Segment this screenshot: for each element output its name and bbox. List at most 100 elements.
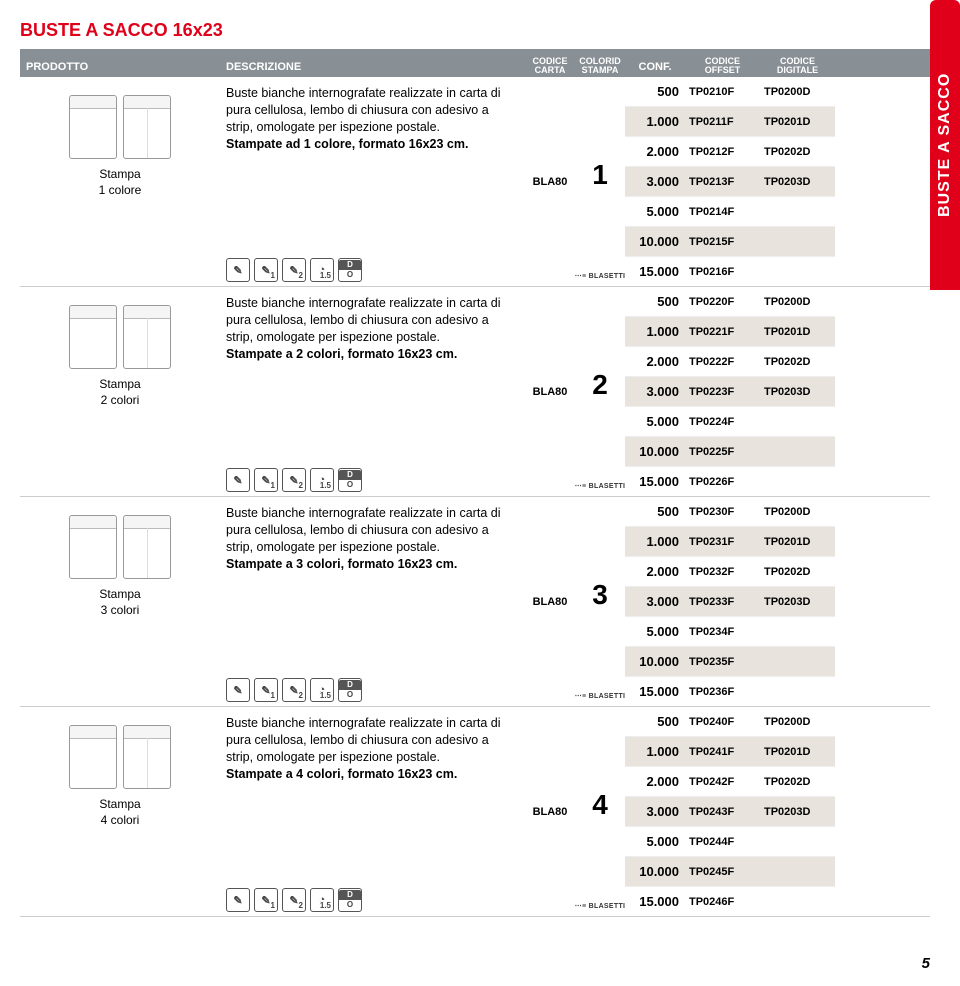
envelope-pair [69,95,171,159]
digitale-code: TP0201D [760,737,835,766]
globe-icon: ◔1.5 [310,678,334,702]
envelope-back-icon [123,515,171,579]
code-row: 1.000 TP0231F TP0201D [625,526,835,556]
stampa-cell: 4 ⋯≡ BLASETTI [575,707,625,916]
digitale-code [760,197,835,226]
offset-code: TP0234F [685,617,760,646]
globe-icon: ◔1.5 [310,888,334,912]
conf-value: 15.000 [625,677,685,706]
conf-value: 15.000 [625,257,685,286]
conf-value: 10.000 [625,857,685,886]
code-row: 3.000 TP0233F TP0203D [625,586,835,616]
side-tab: BUSTE A SACCO [930,0,960,290]
page-title: BUSTE A SACCO 16x23 [20,20,930,41]
offset-code: TP0243F [685,797,760,826]
icon-row: ✎ ✎1 ✎2 ◔1.5 DO [226,678,519,702]
digitale-code: TP0201D [760,317,835,346]
code-row: 2.000 TP0222F TP0202D [625,346,835,376]
blasetti-logo: ⋯≡ BLASETTI [575,692,626,700]
conf-value: 1.000 [625,317,685,346]
digitale-code: TP0200D [760,497,835,526]
header-offset: CODICEOFFSET [685,55,760,77]
conf-value: 10.000 [625,647,685,676]
pen1-icon: ✎1 [254,678,278,702]
code-row: 500 TP0230F TP0200D [625,497,835,526]
digitale-code [760,857,835,886]
conf-value: 5.000 [625,197,685,226]
stampa-number: 4 [592,707,608,902]
code-row: 15.000 TP0236F [625,676,835,706]
envelope-front-icon [69,515,117,579]
conf-value: 3.000 [625,587,685,616]
do-icon: DO [338,888,362,912]
digitale-code [760,257,835,286]
description-cell: Buste bianche internografate realizzate … [220,287,525,496]
digitale-code [760,647,835,676]
conf-value: 1.000 [625,107,685,136]
offset-code: TP0231F [685,527,760,556]
description-text: Buste bianche internografate realizzate … [226,505,519,573]
description-text: Buste bianche internografate realizzate … [226,295,519,363]
page-number: 5 [922,955,930,972]
carta-code: BLA80 [525,707,575,916]
pen-icon: ✎ [226,468,250,492]
code-row: 2.000 TP0232F TP0202D [625,556,835,586]
envelope-back-icon [123,725,171,789]
digitale-code: TP0200D [760,77,835,106]
offset-code: TP0214F [685,197,760,226]
digitale-code: TP0203D [760,167,835,196]
offset-code: TP0210F [685,77,760,106]
pen2-icon: ✎2 [282,888,306,912]
pen2-icon: ✎2 [282,678,306,702]
digitale-code [760,827,835,856]
digitale-code: TP0203D [760,797,835,826]
envelope-back-icon [123,95,171,159]
offset-code: TP0222F [685,347,760,376]
conf-value: 10.000 [625,227,685,256]
table-header: PRODOTTO DESCRIZIONE CODICECARTA COLORID… [20,49,930,77]
offset-code: TP0235F [685,647,760,676]
envelope-front-icon [69,725,117,789]
carta-code: BLA80 [525,287,575,496]
code-row: 3.000 TP0213F TP0203D [625,166,835,196]
digitale-code [760,887,835,916]
carta-code: BLA80 [525,497,575,706]
offset-code: TP0230F [685,497,760,526]
offset-code: TP0220F [685,287,760,316]
icon-row: ✎ ✎1 ✎2 ◔1.5 DO [226,258,519,282]
code-row: 10.000 TP0215F [625,226,835,256]
digitale-code [760,227,835,256]
digitale-code: TP0202D [760,347,835,376]
codes-cell: 500 TP0220F TP0200D 1.000 TP0221F TP0201… [625,287,835,496]
offset-code: TP0221F [685,317,760,346]
description-cell: Buste bianche internografate realizzate … [220,497,525,706]
offset-code: TP0245F [685,857,760,886]
conf-value: 2.000 [625,557,685,586]
envelope-pair [69,305,171,369]
digitale-code [760,437,835,466]
offset-code: TP0242F [685,767,760,796]
envelope-pair [69,515,171,579]
globe-icon: ◔1.5 [310,468,334,492]
offset-code: TP0213F [685,167,760,196]
pen-icon: ✎ [226,258,250,282]
code-row: 5.000 TP0224F [625,406,835,436]
conf-value: 500 [625,707,685,736]
pen2-icon: ✎2 [282,258,306,282]
stampa-number: 2 [592,287,608,482]
digitale-code [760,617,835,646]
digitale-code: TP0203D [760,377,835,406]
code-row: 5.000 TP0234F [625,616,835,646]
conf-value: 500 [625,77,685,106]
blasetti-logo: ⋯≡ BLASETTI [575,902,626,910]
digitale-code: TP0201D [760,527,835,556]
stampa-number: 3 [592,497,608,692]
conf-value: 2.000 [625,767,685,796]
pen-icon: ✎ [226,678,250,702]
code-row: 2.000 TP0212F TP0202D [625,136,835,166]
pen1-icon: ✎1 [254,468,278,492]
code-row: 5.000 TP0244F [625,826,835,856]
carta-code: BLA80 [525,77,575,286]
header-descrizione: DESCRIZIONE [220,57,525,77]
offset-code: TP0224F [685,407,760,436]
